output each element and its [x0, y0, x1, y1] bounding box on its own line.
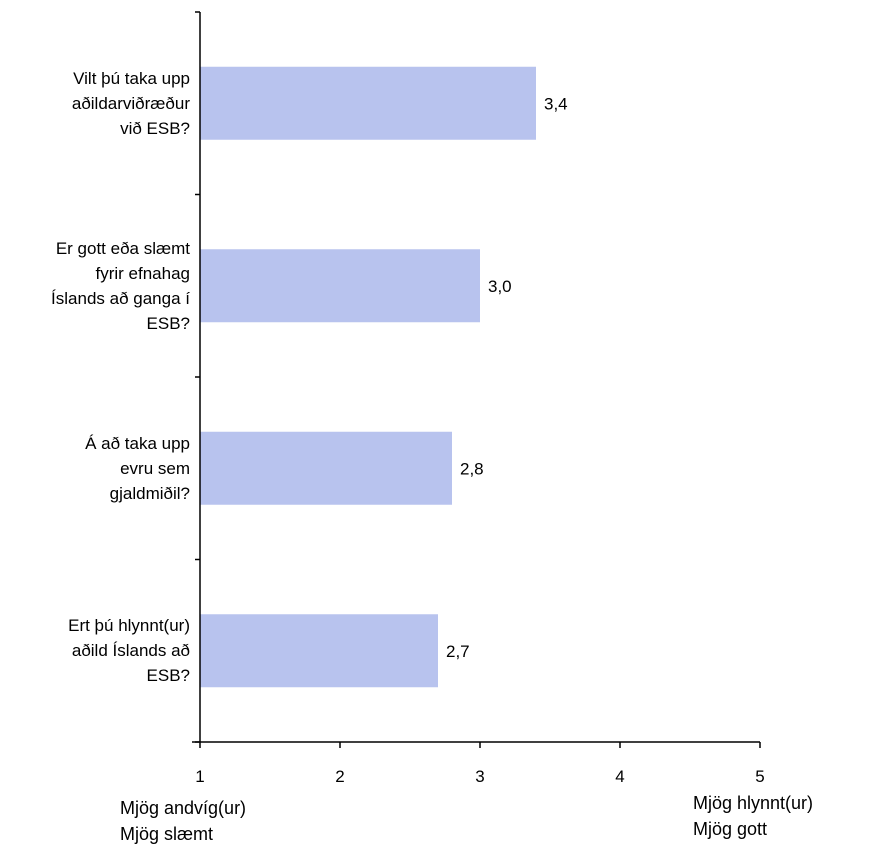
bar-1	[200, 66, 536, 140]
category-label-line: Íslands að ganga í	[51, 288, 190, 308]
category-label-line: Er gott eða slæmt	[55, 238, 190, 258]
bar-3	[200, 431, 452, 505]
category-label-4: Ert þú hlynnt(ur) aðild Íslands að ESB?	[0, 613, 190, 688]
value-label-4: 2,7	[446, 642, 470, 661]
scale-right-line-2: Mjög gott	[693, 819, 768, 839]
category-label-line: aðildarviðræður	[71, 93, 190, 113]
category-label-line: Vilt þú taka upp	[73, 68, 190, 88]
scale-left-line-2: Mjög slæmt	[120, 824, 214, 844]
scale-right-line-1: Mjög hlynnt(ur)	[693, 793, 814, 813]
category-label-line: aðild Íslands að	[71, 641, 190, 661]
value-label-3: 2,8	[460, 459, 484, 478]
category-label-line: ESB?	[146, 666, 190, 686]
bar-2	[200, 249, 480, 323]
category-label-line: gjaldmiðil?	[109, 483, 190, 503]
category-label-line: Ert þú hlynnt(ur)	[68, 616, 190, 636]
value-label-1: 3,4	[544, 94, 568, 113]
scale-left-label: Mjög andvíg(ur) Mjög slæmt	[120, 795, 246, 847]
x-tick-label-4: 4	[615, 767, 624, 786]
x-tick-label-3: 3	[475, 767, 484, 786]
x-tick-label-5: 5	[755, 767, 764, 786]
scale-right-label: Mjög hlynnt(ur) Mjög gott	[693, 790, 813, 842]
category-label-line: Á að taka upp	[85, 433, 190, 453]
x-tick-label-2: 2	[335, 767, 344, 786]
x-tick-label-1: 1	[195, 767, 204, 786]
category-label-line: ESB?	[146, 313, 190, 333]
category-label-2: Er gott eða slæmt fyrir efnahag Íslands að…	[0, 236, 190, 336]
category-label-line: við ESB?	[120, 118, 190, 138]
value-label-2: 3,0	[488, 277, 512, 296]
category-label-line: fyrir efnahag	[95, 263, 191, 283]
bar-4	[200, 614, 438, 688]
category-label-3: Á að taka upp evru sem gjaldmiðil?	[0, 431, 190, 506]
category-label-line: evru sem	[120, 458, 190, 478]
category-label-1: Vilt þú taka upp aðildarviðræður við ESB?	[0, 66, 190, 141]
scale-left-line-1: Mjög andvíg(ur)	[120, 798, 247, 818]
